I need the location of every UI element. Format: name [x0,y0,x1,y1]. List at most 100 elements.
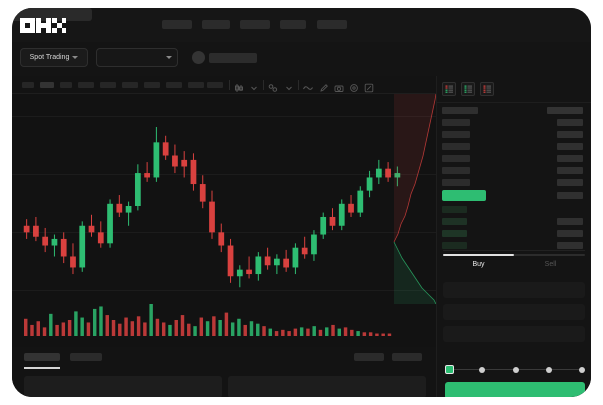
line-wave-icon[interactable] [303,80,313,90]
interval-8[interactable] [166,82,182,88]
orderbook-ask-amount [557,131,583,138]
pair-select[interactable] [96,48,178,67]
bottom-tab-2[interactable] [70,353,102,361]
bottom-tab-active-indicator [24,367,60,369]
order-field-1[interactable] [443,282,585,298]
orderbook-bid-row[interactable] [442,218,467,225]
market-type-label: Spot Trading [29,54,70,61]
orderbook-ask-amount [557,179,583,186]
chevron-down-icon[interactable] [249,80,259,91]
orderbook-ask-row[interactable] [442,179,470,186]
nav-item-4[interactable] [280,20,306,29]
interval-6[interactable] [122,82,138,88]
nav-item-3[interactable] [240,20,270,29]
volume-series [24,304,392,336]
nav-item-5[interactable] [317,20,347,29]
orderbook-mode-bids-only-icon[interactable] [461,82,475,96]
camera-icon[interactable] [334,80,344,92]
interval-4[interactable] [78,82,94,88]
orderbook-bid-amount [557,242,583,249]
nav-item-2[interactable] [202,20,230,29]
sub-header: Spot Trading [12,42,591,101]
orderbook-bid-amount [557,218,583,225]
orderbook-bid-row[interactable] [442,230,467,237]
amount-slider[interactable] [445,364,585,376]
pencil-icon[interactable] [319,80,329,92]
chevron-down-icon[interactable] [284,80,294,91]
search-input[interactable] [12,8,92,21]
orderbook-last-price [442,190,486,201]
candlestick-series [23,126,401,288]
tab-sell[interactable]: Sell [544,261,557,268]
market-depth-overlay [393,94,436,304]
interval-9[interactable] [188,82,204,88]
bottom-action-2[interactable] [392,353,422,361]
orderbook-ask-amount [557,119,583,126]
submit-order-button[interactable] [445,382,585,397]
interval-10[interactable] [207,82,223,88]
orderbook-display-modes [442,82,494,96]
orderbook-ask-amount [557,167,583,174]
interval-5[interactable] [100,82,116,88]
toolbar-divider [298,80,299,90]
bottom-action-1[interactable] [354,353,384,361]
order-field-2[interactable] [443,304,585,320]
slider-step-50[interactable] [513,366,519,373]
orderbook-mode-asks-only-icon[interactable] [480,82,494,96]
toolbar-divider [263,80,264,90]
interval-3[interactable] [60,82,72,88]
orderbook-ask-row[interactable] [442,155,470,162]
price-chart[interactable] [12,94,436,347]
orderbook-ask-row[interactable] [442,167,470,174]
orderbook-ask-row[interactable] [442,143,470,150]
avatar[interactable] [192,51,205,64]
order-form [443,282,585,352]
bottom-tab-1[interactable] [24,353,60,361]
orderbook-bid-row[interactable] [442,206,467,213]
fullscreen-icon[interactable] [364,80,374,93]
orderbook-last-amount [557,192,583,199]
trade-tabs-track [443,254,585,256]
trade-side-tabs: Buy Sell [437,252,591,280]
orderbook-ask-row[interactable] [442,119,470,126]
settings-icon[interactable] [349,80,359,92]
orderbook-divider [443,250,585,251]
orderbook-bid-amount [557,230,583,237]
candlestick-icon[interactable] [234,80,244,92]
slider-step-75[interactable] [546,366,552,373]
bottom-panel [12,347,436,397]
tab-buy[interactable]: Buy [472,261,485,268]
gridline [12,174,436,175]
toolbar-divider [229,80,230,90]
bottom-card-2[interactable] [228,376,426,397]
app-screen: Spot Trading [12,8,591,397]
interval-1[interactable] [22,82,34,88]
orderbook-header-divider [437,102,591,103]
trade-tab-active-indicator [443,254,514,256]
chevron-down-icon [166,56,172,59]
interval-2[interactable] [40,82,54,88]
pair-label [209,53,257,63]
bottom-card-1[interactable] [24,376,222,397]
chevron-down-icon [72,56,79,59]
okx-logo[interactable] [20,18,66,33]
orderbook-col-header-amount [547,107,583,114]
slider-handle[interactable] [445,365,454,374]
order-field-3[interactable] [443,326,585,342]
gridline [12,290,436,291]
orderbook-ask-row[interactable] [442,131,470,138]
nav-item-1[interactable] [162,20,192,29]
app-header [12,8,591,42]
orderbook-col-header-price [442,107,478,114]
market-type-select[interactable]: Spot Trading [20,48,88,67]
orderbook-mode-both-icon[interactable] [442,82,456,96]
interval-7[interactable] [144,82,160,88]
indicator-icon[interactable] [268,80,278,92]
orderbook-ask-amount [557,155,583,162]
orderbook-ask-amount [557,143,583,150]
slider-step-100[interactable] [579,366,585,373]
slider-step-25[interactable] [479,366,485,373]
orderbook-bid-row[interactable] [442,242,467,249]
orderbook-panel: Buy Sell [436,76,591,397]
